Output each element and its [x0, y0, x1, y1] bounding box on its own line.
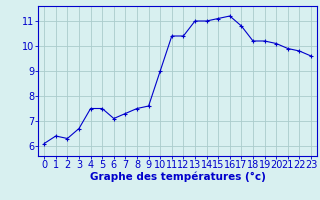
X-axis label: Graphe des températures (°c): Graphe des températures (°c): [90, 172, 266, 182]
